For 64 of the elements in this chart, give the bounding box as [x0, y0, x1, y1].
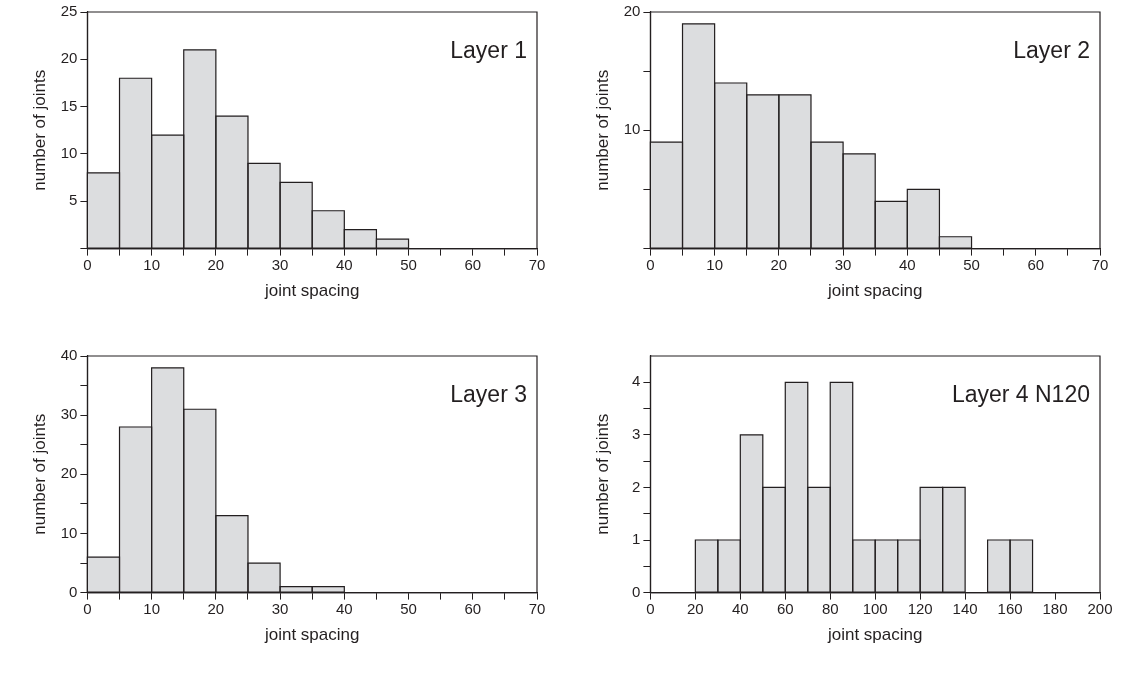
x-axis-title: joint spacing [826, 281, 923, 301]
y-axis-title: number of joints [592, 413, 612, 535]
y-tick-label: 20 [623, 2, 641, 20]
x-tick-label: 70 [1091, 256, 1109, 274]
x-tick-label: 20 [207, 600, 225, 618]
x-tick-label: 0 [646, 256, 655, 274]
y-tick-label: 20 [60, 464, 78, 482]
x-tick-label: 40 [898, 256, 916, 274]
x-tick-label: 0 [83, 600, 92, 618]
y-tick-label: 0 [69, 582, 78, 600]
x-tick-label: 160 [997, 600, 1023, 618]
y-tick-label: 20 [60, 49, 78, 67]
y-tick-label: 4 [632, 372, 641, 390]
y-tick-label: 40 [60, 346, 78, 364]
x-tick-label: 40 [335, 256, 353, 274]
x-tick-label: 100 [862, 600, 888, 618]
y-tick-label: 10 [623, 120, 641, 138]
x-tick-label: 40 [335, 600, 353, 618]
y-tick-label: 1 [632, 530, 641, 548]
x-tick-label: 40 [731, 600, 749, 618]
x-tick-label: 70 [528, 600, 546, 618]
x-tick-label: 20 [687, 600, 704, 618]
annotation: Layer 3 [450, 380, 527, 407]
x-tick-label: 30 [271, 600, 289, 618]
y-axis-title: number of joints [29, 413, 49, 535]
x-tick-label: 50 [963, 256, 980, 274]
x-tick-label: 50 [400, 600, 417, 618]
y-tick-label: 2 [632, 477, 641, 495]
y-axis-title: number of joints [592, 69, 612, 191]
y-tick-label: 5 [69, 191, 78, 209]
x-tick-label: 60 [776, 600, 794, 618]
x-tick-label: 180 [1042, 600, 1068, 618]
x-tick-label: 20 [770, 256, 788, 274]
y-axis-title: number of joints [29, 69, 49, 191]
annotation: Layer 4 N120 [951, 380, 1090, 407]
x-tick-label: 30 [834, 256, 852, 274]
x-axis-title: joint spacing [826, 625, 923, 645]
x-tick-label: 10 [143, 256, 160, 274]
y-tick-label: 15 [60, 96, 78, 114]
y-tick-label: 30 [60, 405, 78, 423]
x-tick-label: 60 [464, 256, 482, 274]
x-axis-title: joint spacing [263, 625, 360, 645]
x-tick-label: 20 [207, 256, 225, 274]
x-tick-label: 50 [400, 256, 417, 274]
x-tick-label: 70 [528, 256, 546, 274]
y-tick-label: 3 [632, 425, 641, 443]
x-tick-label: 0 [83, 256, 92, 274]
x-tick-label: 10 [143, 600, 160, 618]
x-tick-label: 0 [646, 600, 655, 618]
annotation: Layer 1 [450, 36, 527, 63]
y-tick-label: 10 [60, 144, 78, 162]
x-tick-label: 30 [271, 256, 289, 274]
x-tick-label: 10 [706, 256, 723, 274]
y-tick-label: 10 [60, 523, 78, 541]
x-tick-label: 200 [1087, 600, 1113, 618]
x-tick-label: 60 [1027, 256, 1045, 274]
x-tick-label: 60 [464, 600, 482, 618]
y-tick-label: 25 [60, 2, 78, 20]
x-tick-label: 120 [907, 600, 933, 618]
annotation: Layer 2 [1013, 36, 1090, 63]
y-tick-label: 0 [632, 582, 641, 600]
x-axis-title: joint spacing [263, 281, 360, 301]
x-tick-label: 140 [952, 600, 978, 618]
x-tick-label: 80 [821, 600, 839, 618]
